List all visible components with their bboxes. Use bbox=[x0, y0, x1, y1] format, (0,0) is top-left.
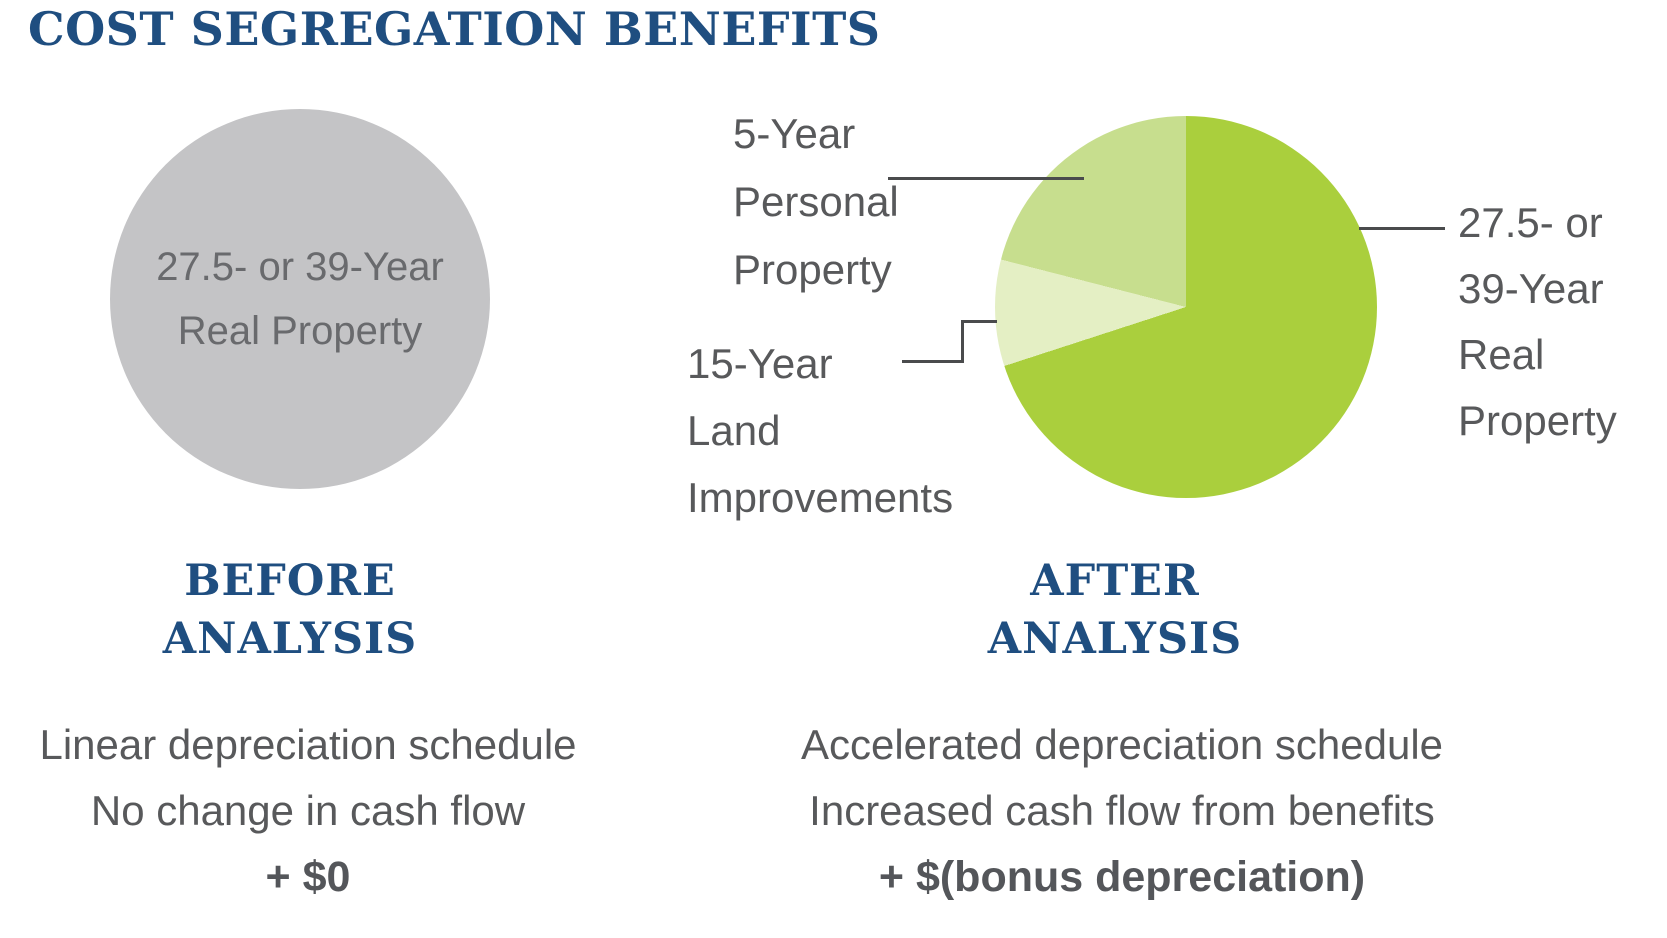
before-caption-line2: ANALYSIS bbox=[162, 614, 418, 664]
callout-real-line4: Property bbox=[1458, 397, 1617, 444]
callout-personal-line1: 5-Year bbox=[733, 110, 856, 157]
callout-real-line1: 27.5- or bbox=[1458, 199, 1603, 246]
callout-personal-property: 5-Year Personal Property bbox=[733, 100, 899, 304]
after-analysis-caption: AFTER ANALYSIS bbox=[915, 552, 1315, 668]
land-leader-line-lower bbox=[902, 360, 964, 363]
page-title: COST SEGREGATION BENEFITS bbox=[28, 2, 881, 56]
after-note-1: Accelerated depreciation schedule bbox=[800, 721, 1444, 768]
before-note-1: Linear depreciation schedule bbox=[39, 721, 577, 768]
callout-land-line1: 15-Year bbox=[687, 340, 833, 387]
before-pie-label-line1: 27.5- or 39-Year bbox=[156, 245, 444, 289]
callout-personal-line2: Personal bbox=[733, 178, 899, 225]
before-pie-label: 27.5- or 39-Year Real Property bbox=[156, 235, 444, 363]
callout-land-improvements: 15-Year Land Improvements bbox=[687, 330, 953, 531]
after-benefit: + $(bonus depreciation) bbox=[878, 853, 1366, 901]
callout-real-line2: 39-Year bbox=[1458, 265, 1604, 312]
land-leader-line-upper bbox=[961, 320, 997, 323]
real-property-leader-line bbox=[1359, 227, 1445, 230]
after-caption-line2: ANALYSIS bbox=[987, 614, 1243, 664]
land-leader-line-vertical bbox=[961, 320, 964, 363]
callout-land-line2: Land bbox=[687, 407, 781, 454]
after-notes: Accelerated depreciation schedule Increa… bbox=[772, 712, 1472, 910]
before-caption-line1: BEFORE bbox=[184, 556, 396, 606]
before-pie: 27.5- or 39-Year Real Property bbox=[110, 109, 490, 489]
after-caption-line1: AFTER bbox=[1030, 556, 1200, 606]
personal-leader-line bbox=[888, 177, 1084, 180]
before-analysis-caption: BEFORE ANALYSIS bbox=[90, 552, 490, 668]
callout-real-property: 27.5- or 39-Year Real Property bbox=[1458, 190, 1617, 454]
before-pie-label-line2: Real Property bbox=[177, 309, 423, 353]
callout-land-line3: Improvements bbox=[687, 474, 954, 521]
callout-real-line3: Real bbox=[1458, 331, 1545, 378]
after-pie bbox=[995, 116, 1377, 498]
after-note-2: Increased cash flow from benefits bbox=[809, 787, 1435, 834]
callout-personal-line3: Property bbox=[733, 246, 892, 293]
before-notes: Linear depreciation schedule No change i… bbox=[8, 712, 608, 910]
before-note-2: No change in cash flow bbox=[90, 787, 526, 834]
before-benefit: + $0 bbox=[265, 853, 351, 901]
